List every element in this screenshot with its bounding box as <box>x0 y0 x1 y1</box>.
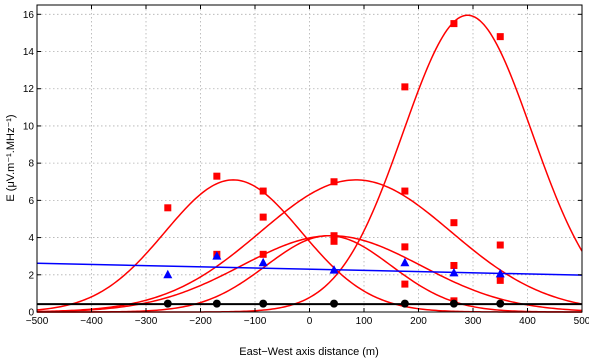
circle-marker <box>259 299 268 308</box>
y-tick-label: 8 <box>28 159 34 170</box>
x-tick-label: −100 <box>244 316 267 327</box>
y-tick-label: 2 <box>28 270 34 281</box>
x-axis-label: East−West axis distance (m) <box>239 346 378 358</box>
triangle-marker <box>163 269 173 279</box>
square-marker <box>401 83 409 91</box>
x-tick-label: −200 <box>189 316 212 327</box>
y-tick-label: 16 <box>23 10 35 21</box>
triangle-marker <box>449 267 459 277</box>
triangle-marker <box>212 251 222 260</box>
square-marker <box>401 280 409 288</box>
x-tick-label: 100 <box>356 316 373 327</box>
triangle-marker <box>495 268 505 278</box>
y-tick-label: 0 <box>28 308 34 319</box>
circle-marker <box>400 299 409 308</box>
square-marker <box>330 232 338 240</box>
x-tick-label: −400 <box>80 316 103 327</box>
square-marker <box>496 33 504 41</box>
square-marker <box>401 243 409 251</box>
y-tick-label: 12 <box>23 84 35 95</box>
square-marker <box>401 187 409 195</box>
square-marker <box>259 250 267 258</box>
square-marker <box>330 237 338 245</box>
circle-marker <box>449 299 458 308</box>
x-tick-label: 300 <box>465 316 482 327</box>
square-marker <box>496 241 504 249</box>
square-marker <box>330 178 338 186</box>
data-markers <box>163 20 505 308</box>
triangle-marker <box>400 257 410 267</box>
circle-marker <box>212 299 221 308</box>
x-tick-label: −500 <box>26 316 49 327</box>
y-axis-label: E (μV.m⁻¹.MHz⁻¹) <box>5 114 17 201</box>
x-tick-label: 200 <box>410 316 427 327</box>
square-marker <box>450 261 458 269</box>
fit-curve-3 <box>36 234 583 313</box>
square-marker <box>450 20 458 28</box>
circle-marker <box>330 299 339 308</box>
square-marker <box>450 219 458 227</box>
square-marker <box>164 204 172 212</box>
triangle-marker <box>258 257 268 267</box>
x-tick-label: −300 <box>135 316 158 327</box>
square-marker <box>259 187 267 195</box>
circle-marker <box>496 299 505 308</box>
axis-ticks: −500 −400 −300 −200 −100 0 100 200 300 400 500 0 2 4 6… <box>23 5 589 327</box>
x-tick-label: 500 <box>574 316 589 327</box>
x-tick-label: 400 <box>519 316 536 327</box>
fit-curve-6 <box>36 262 583 276</box>
plot-background <box>37 5 582 312</box>
square-marker <box>213 172 221 180</box>
x-tick-label: 0 <box>307 316 313 327</box>
circle-marker <box>163 299 172 308</box>
square-marker <box>259 213 267 221</box>
y-tick-label: 14 <box>23 47 35 58</box>
y-tick-label: 10 <box>23 121 35 132</box>
y-tick-label: 6 <box>28 196 34 207</box>
square-marker <box>496 276 504 284</box>
triangle-marker <box>329 265 339 274</box>
y-tick-label: 4 <box>28 233 34 244</box>
